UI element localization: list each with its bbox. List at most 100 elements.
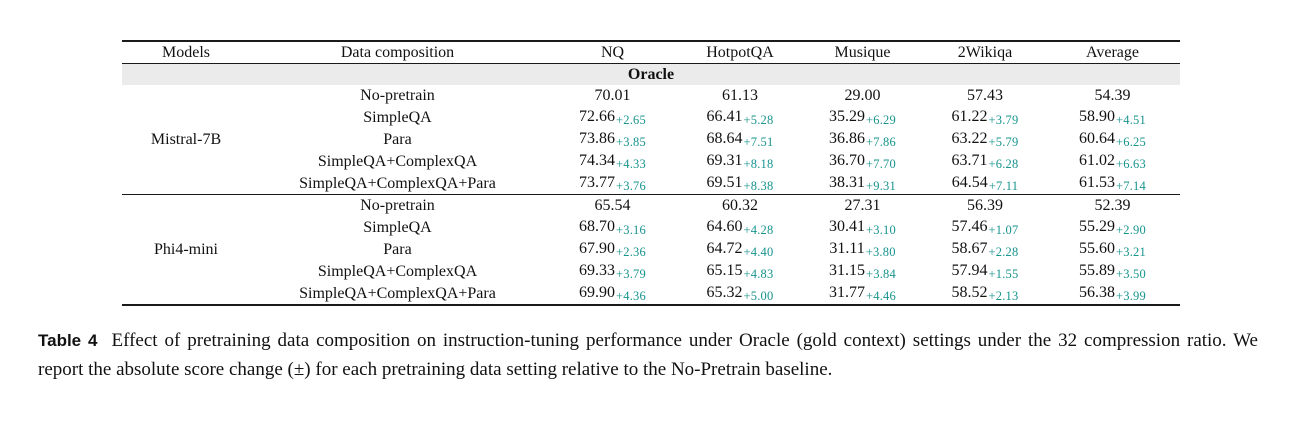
table-row: SimpleQA+ComplexQA+Para 73.77+3.76 69.51+8… (122, 172, 1180, 195)
score-delta: +3.85 (616, 134, 646, 149)
score-value: 30.41 (829, 218, 866, 235)
score-value: 57.94 (951, 262, 988, 279)
score-value: 70.01 (594, 87, 631, 104)
score-cell: 70.01 (545, 85, 680, 106)
score-delta: +5.79 (988, 134, 1019, 149)
score-value: 29.00 (844, 87, 881, 104)
score-value: 65.32 (706, 284, 743, 301)
score-delta: +3.76 (616, 178, 646, 193)
score-value: 69.90 (579, 284, 616, 301)
score-value: 64.72 (706, 240, 743, 257)
score-value: 56.39 (967, 197, 1003, 214)
score-value: 55.89 (1079, 262, 1116, 279)
score-value: 65.54 (594, 197, 631, 214)
score-cell: 67.90+2.36 (545, 238, 680, 260)
score-cell: 64.60+4.28 (680, 216, 800, 238)
data-composition-cell: SimpleQA (363, 218, 432, 236)
score-cell: 69.51+8.38 (680, 172, 800, 195)
score-delta: +2.90 (1116, 222, 1146, 237)
score-value: 65.15 (706, 262, 743, 279)
score-value: 54.39 (1094, 87, 1131, 104)
data-composition-cell: SimpleQA+ComplexQA (317, 152, 478, 170)
data-composition-cell: SimpleQA+ComplexQA (317, 262, 478, 280)
score-delta: +3.99 (1116, 288, 1146, 303)
score-cell: 56.38+3.99 (1045, 282, 1180, 305)
data-composition-cell: SimpleQA (363, 108, 432, 126)
score-value: 69.31 (706, 152, 743, 169)
score-cell: 66.41+5.28 (680, 106, 800, 128)
score-delta: +5.28 (743, 112, 774, 127)
score-delta: +3.21 (1116, 244, 1146, 259)
data-composition-cell: Para (383, 240, 412, 258)
score-value: 63.71 (951, 152, 988, 169)
col-header-data-composition: Data composition (250, 41, 545, 64)
score-cell: 55.29+2.90 (1045, 216, 1180, 238)
score-value: 73.86 (579, 130, 616, 147)
col-header-nq: NQ (545, 41, 680, 64)
score-cell: 61.53+7.14 (1045, 172, 1180, 195)
score-delta: +3.80 (865, 244, 896, 259)
score-delta: +4.46 (866, 288, 896, 303)
score-delta: +2.65 (616, 112, 646, 127)
score-cell: 65.15+4.83 (680, 260, 800, 282)
score-cell: 61.22+3.79 (925, 106, 1045, 128)
caption-text: Effect of pretraining data composition o… (38, 330, 1258, 380)
score-value: 55.60 (1079, 240, 1116, 257)
score-value: 56.38 (1079, 284, 1116, 301)
score-value: 31.15 (829, 262, 866, 279)
score-value: 64.54 (951, 174, 988, 191)
score-cell: 30.41+3.10 (800, 216, 925, 238)
score-value: 27.31 (844, 197, 881, 214)
score-cell: 29.00 (800, 85, 925, 106)
score-cell: 36.86+7.86 (800, 128, 925, 150)
data-composition-cell: Para (383, 130, 412, 148)
score-cell: 54.39 (1045, 85, 1180, 106)
col-header-models: Models (122, 41, 250, 64)
table-row: Para 67.90+2.36 64.72+4.40 31.11+3.80 58.67+… (122, 238, 1180, 260)
score-cell: 68.70+3.16 (545, 216, 680, 238)
results-table-container: Models Data composition NQ HotpotQA Musique 2… (122, 40, 1180, 306)
score-cell: 63.71+6.28 (925, 150, 1045, 172)
score-value: 60.64 (1079, 130, 1116, 147)
score-value: 52.39 (1094, 197, 1131, 214)
score-cell: 69.90+4.36 (545, 282, 680, 305)
score-cell: 38.31+9.31 (800, 172, 925, 195)
score-value: 68.64 (706, 130, 743, 147)
score-delta: +7.70 (866, 156, 896, 171)
table-caption: Table 4 Effect of pretraining data compos… (38, 326, 1258, 384)
score-value: 31.11 (829, 240, 865, 257)
data-composition-cell: SimpleQA+ComplexQA+Para (299, 174, 496, 192)
score-cell: 58.67+2.28 (925, 238, 1045, 260)
score-value: 72.66 (579, 108, 616, 125)
score-delta: +3.50 (1116, 266, 1146, 281)
score-delta: +3.79 (988, 112, 1019, 127)
score-cell: 65.54 (545, 194, 680, 216)
score-cell: 57.46+1.07 (925, 216, 1045, 238)
table-row: SimpleQA 72.66+2.65 66.41+5.28 35.29+6.29 61… (122, 106, 1180, 128)
score-cell: 57.94+1.55 (925, 260, 1045, 282)
score-value: 69.33 (579, 262, 616, 279)
score-value: 58.67 (951, 240, 988, 257)
table-row: Para 73.86+3.85 68.64+7.51 36.86+7.86 63.22+… (122, 128, 1180, 150)
score-delta: +3.79 (616, 266, 646, 281)
score-delta: +5.00 (743, 288, 774, 303)
data-composition-cell: No-pretrain (250, 194, 545, 216)
table-row: Phi4-mini No-pretrain 65.54 60.32 27.31 56.39… (122, 194, 1180, 305)
score-delta: +7.14 (1116, 178, 1146, 193)
score-delta: +1.07 (988, 222, 1019, 237)
score-cell: 27.31 (800, 194, 925, 216)
score-cell: 69.33+3.79 (545, 260, 680, 282)
score-cell: 58.90+4.51 (1045, 106, 1180, 128)
score-delta: +3.16 (616, 222, 646, 237)
score-cell: 57.43 (925, 85, 1045, 106)
score-cell: 31.15+3.84 (800, 260, 925, 282)
score-value: 73.77 (579, 174, 616, 191)
score-cell: 63.22+5.79 (925, 128, 1045, 150)
score-cell: 68.64+7.51 (680, 128, 800, 150)
score-delta: +6.29 (866, 112, 896, 127)
model-name: Mistral-7B (150, 131, 222, 148)
table-row: SimpleQA+ComplexQA 74.34+4.33 69.31+8.18 36… (122, 150, 1180, 172)
score-delta: +7.11 (988, 178, 1019, 193)
score-value: 61.22 (951, 108, 988, 125)
score-cell: 55.60+3.21 (1045, 238, 1180, 260)
